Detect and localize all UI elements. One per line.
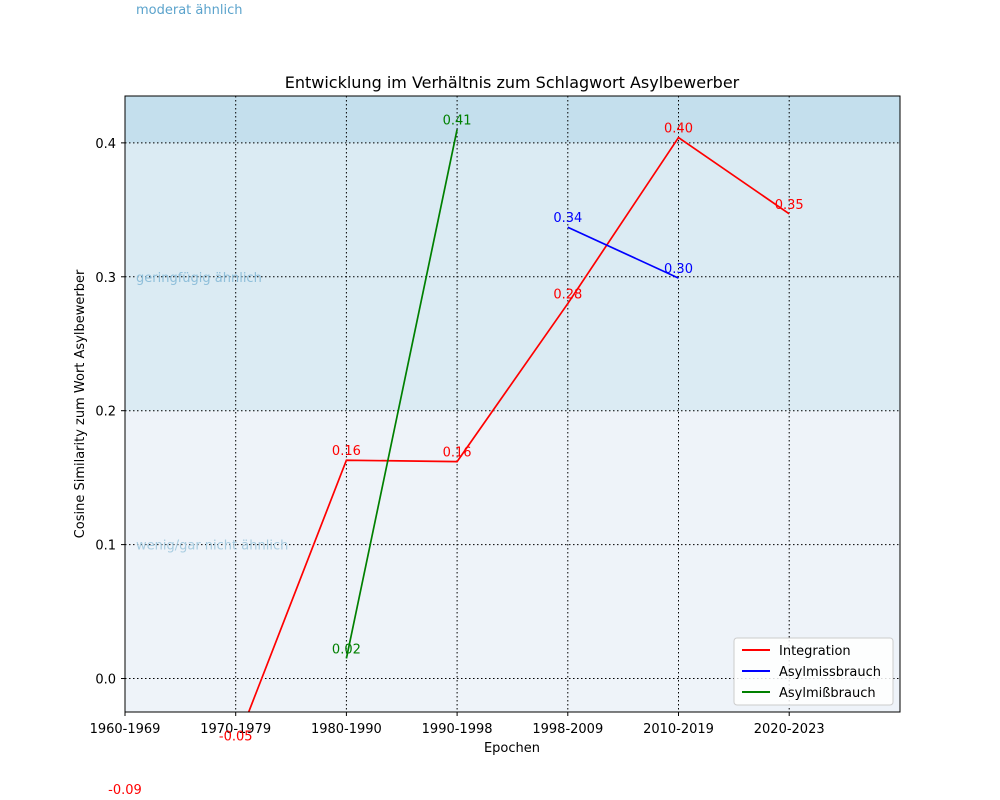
x-tick-label: 2010-2019 xyxy=(643,722,714,737)
data-label: -0.05 xyxy=(219,729,253,744)
data-label: 0.16 xyxy=(332,444,361,459)
band-2 xyxy=(125,96,900,143)
chart-title: Entwicklung im Verhältnis zum Schlagwort… xyxy=(285,73,740,92)
data-label: 0.02 xyxy=(332,642,361,657)
legend-label-1: Asylmissbrauch xyxy=(779,665,881,680)
data-label: 0.34 xyxy=(553,211,582,226)
y-tick-label: 0.4 xyxy=(95,137,116,152)
band-labels: wenig/gar nicht ähnlich geringfügig ähnli… xyxy=(136,3,288,554)
background-bands xyxy=(125,96,900,712)
series-line-0 xyxy=(247,136,790,712)
x-tick-label: 1980-1990 xyxy=(311,722,382,737)
legend-box xyxy=(733,637,894,706)
series-lines xyxy=(247,129,790,712)
data-label: 0.35 xyxy=(775,198,804,213)
legend: Integration Asylmissbrauch Asylmißbrauch xyxy=(733,637,894,706)
x-axis: 1960-1969 1970-1979 1980-1990 1990-1998 1998… xyxy=(90,712,825,737)
x-tick-label: 1970-1979 xyxy=(200,722,271,737)
data-label: 0.16 xyxy=(443,446,472,461)
data-label: 0.41 xyxy=(443,113,472,128)
band-label-1: geringfügig ähnlich xyxy=(136,271,262,286)
y-tick-label: 0.3 xyxy=(95,271,116,286)
y-tick-label: 0.1 xyxy=(95,539,116,554)
band-label-2: moderat ähnlich xyxy=(136,3,242,18)
data-label: 0.40 xyxy=(664,122,693,137)
x-axis-title: Epochen xyxy=(484,741,540,756)
y-tick-label: 0.0 xyxy=(95,673,116,688)
legend-label-0: Integration xyxy=(779,644,851,659)
y-tick-label: 0.2 xyxy=(95,405,116,420)
data-label: 0.28 xyxy=(553,288,582,303)
plot-frame xyxy=(124,95,901,713)
legend-label-2: Asylmißbrauch xyxy=(779,686,876,701)
x-tick-label: 1998-2009 xyxy=(532,722,603,737)
x-tick-label: 1990-1998 xyxy=(422,722,493,737)
band-label-0: wenig/gar nicht ähnlich xyxy=(136,539,288,554)
y-axis-title: Cosine Similarity zum Wort Asylbewerber xyxy=(73,269,88,538)
series-line-1 xyxy=(567,226,679,279)
data-label: -0.09 xyxy=(108,783,142,798)
data-labels: -0.09 -0.05 0.16 0.16 0.28 0.40 0.35 0.34 0.30 0.… xyxy=(108,113,803,798)
y-axis: 0.0 0.1 0.2 0.3 0.4 xyxy=(95,137,125,688)
series-line-2 xyxy=(345,129,458,659)
x-tick-label: 1960-1969 xyxy=(90,722,161,737)
data-label: 0.30 xyxy=(664,262,693,277)
x-tick-label: 2020-2023 xyxy=(754,722,825,737)
